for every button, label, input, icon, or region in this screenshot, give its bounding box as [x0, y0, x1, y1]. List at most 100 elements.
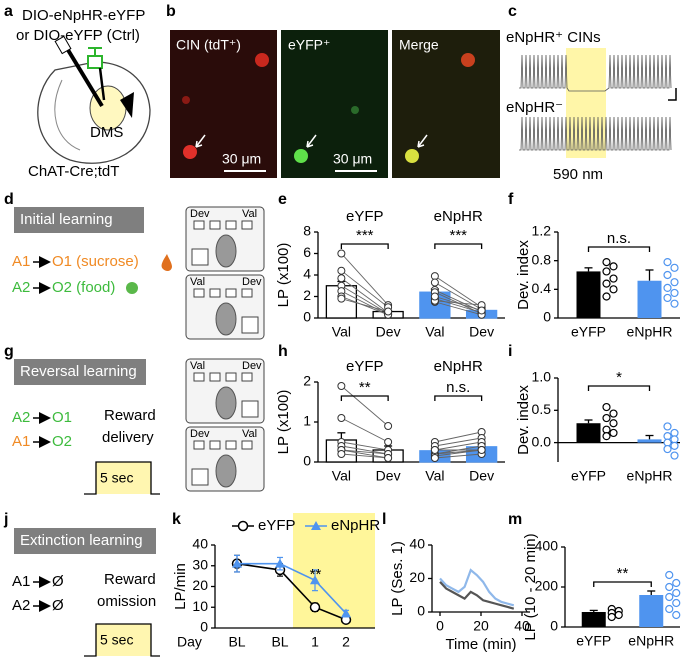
lever-label: Val — [190, 276, 205, 288]
reward-label: Reward — [104, 571, 156, 588]
group-title: eYFP — [346, 358, 384, 375]
pair-line — [434, 301, 482, 316]
lever-label: Val — [242, 428, 257, 440]
series-line — [237, 562, 347, 615]
pair-line — [341, 453, 389, 459]
panel-letter: f — [508, 191, 514, 208]
pair-line — [341, 385, 389, 427]
voltage-trace — [519, 54, 672, 92]
lever — [225, 288, 237, 298]
point — [310, 575, 320, 585]
y-tick-label: 4 — [303, 266, 311, 282]
significance-bracket — [587, 246, 651, 252]
y-tick-label: 40 — [409, 536, 425, 552]
mouse — [215, 302, 237, 336]
x-tick-label: Val — [332, 324, 351, 340]
subject-point — [477, 306, 486, 315]
panel-letter: h — [278, 343, 288, 360]
group-title: eNpHR — [434, 208, 483, 225]
lever — [193, 288, 205, 298]
action: A2 — [12, 597, 30, 614]
bar — [576, 271, 601, 318]
subject-point — [602, 258, 611, 267]
panel-letter: j — [3, 511, 8, 528]
x-tick-label: eYFP — [571, 324, 606, 340]
outcome: O1 — [52, 409, 72, 426]
lever — [241, 220, 253, 230]
outcome: Ø — [52, 573, 64, 590]
stage-title: Reversal learning — [20, 363, 137, 380]
image-title: Merge — [399, 37, 439, 53]
y-axis-label: Dev. index — [515, 385, 532, 455]
lever-label: Dev — [190, 208, 210, 220]
lever — [225, 220, 237, 230]
subject-point — [665, 604, 674, 614]
lever — [225, 372, 237, 382]
subject-point — [384, 438, 393, 446]
subject-point — [430, 292, 439, 301]
pulse — [84, 461, 160, 495]
series-line — [439, 568, 515, 607]
traces — [519, 54, 672, 151]
subject-point — [663, 444, 672, 454]
panel-letter: d — [4, 191, 14, 208]
y-tick-label: 0 — [303, 453, 311, 469]
y-tick-label: 1.2 — [532, 223, 552, 239]
y-axis-label: Dev. index — [515, 240, 532, 310]
significance-bracket — [434, 243, 483, 249]
action: A1 — [12, 573, 30, 590]
bar — [637, 280, 662, 318]
subject-point — [665, 592, 674, 602]
lever — [193, 220, 205, 230]
y-tick-label: 10 — [192, 598, 208, 614]
subject-point — [430, 446, 439, 454]
y-tick-label: 0.8 — [532, 251, 552, 267]
y-tick-label: 200 — [535, 578, 559, 594]
lever-label: Val — [242, 208, 257, 220]
panel-letter: k — [172, 511, 181, 528]
subject-point — [337, 450, 346, 458]
subject-point — [663, 283, 672, 292]
subject-point — [663, 270, 672, 280]
x-tick-label: eYFP — [571, 468, 606, 484]
x-axis-label: Time (min) — [445, 636, 516, 653]
outcome: O2 — [52, 433, 72, 450]
x-tick-label: 2 — [342, 634, 350, 650]
x-tick-label: BL — [228, 634, 245, 650]
significance: ** — [310, 566, 322, 583]
panel-letter: b — [166, 3, 176, 20]
lever — [193, 372, 205, 382]
y-tick-label: 1.0 — [532, 369, 552, 385]
panel-letter: a — [4, 3, 13, 20]
subject-point — [614, 610, 623, 620]
stage-title: Extinction learning — [20, 532, 143, 549]
x-tick-label: Val — [425, 468, 444, 484]
scale-label: 30 μm — [333, 151, 372, 167]
x-tick-label: BL — [271, 634, 288, 650]
subject-point — [609, 419, 618, 428]
subject-point — [337, 382, 346, 390]
x-tick-label: 20 — [473, 618, 489, 634]
y-tick-label: 0 — [200, 619, 208, 635]
group-title: eNpHR — [434, 358, 483, 375]
lever — [241, 440, 253, 450]
virus-label: DIO-eNpHR-eYFP — [22, 7, 145, 24]
subject-point — [670, 451, 679, 460]
x-tick-label: Val — [425, 324, 444, 340]
micrographs — [170, 30, 500, 178]
subject-point — [663, 258, 672, 267]
significance: *** — [449, 227, 467, 244]
trace-label: eNpHR⁻ — [506, 99, 563, 116]
lever — [209, 372, 221, 382]
series-line — [439, 581, 515, 610]
action: A2 — [12, 409, 30, 426]
y-tick-label: 2 — [303, 373, 311, 389]
subject-point — [477, 446, 486, 454]
pair-line — [434, 441, 482, 451]
pair-line — [341, 417, 389, 443]
sucrose-icon — [161, 254, 172, 272]
subject-point — [384, 454, 393, 462]
subject-point — [337, 414, 346, 422]
group-title: eYFP — [346, 208, 384, 225]
